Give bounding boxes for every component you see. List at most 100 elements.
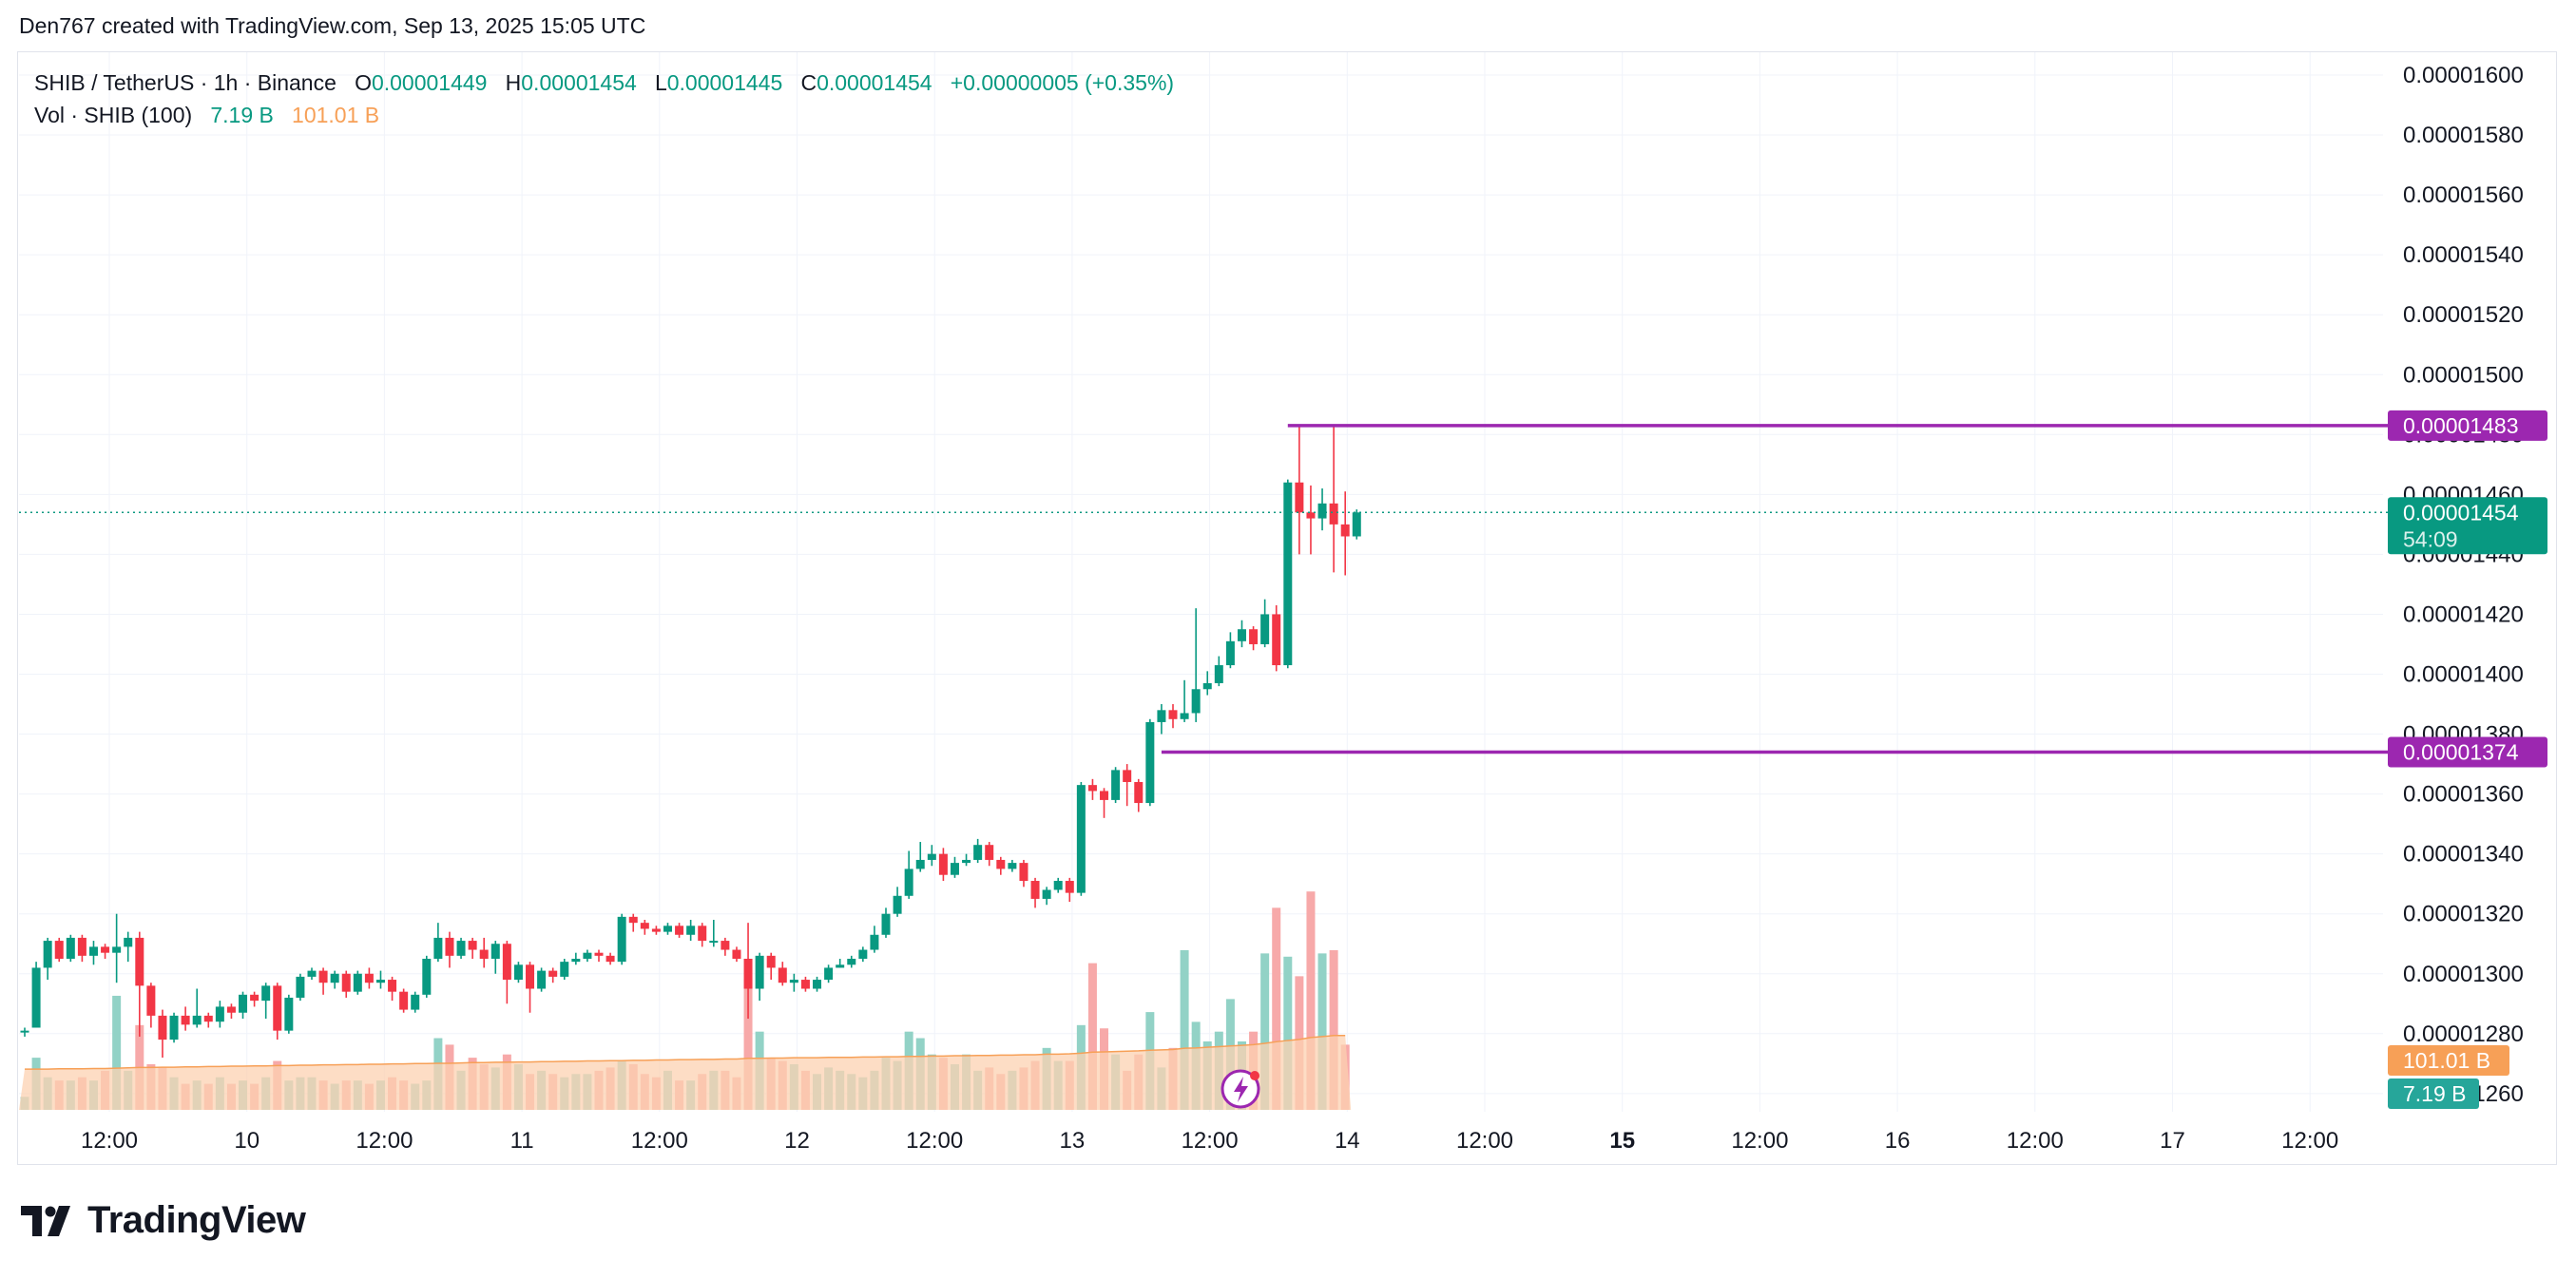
candle-body: [445, 937, 454, 956]
chart-caption: Den767 created with TradingView.com, Sep…: [19, 13, 646, 38]
candle: [1202, 671, 1212, 696]
candle: [101, 944, 110, 959]
candle: [364, 967, 374, 989]
candle-body: [375, 980, 385, 983]
candle-body: [686, 926, 696, 935]
volume-bar: [1180, 949, 1189, 1110]
candle-body: [422, 958, 432, 995]
last-price-label: 0.00001454: [2403, 500, 2519, 525]
candle: [77, 934, 87, 963]
candle-body: [330, 973, 339, 983]
candle: [1295, 425, 1304, 555]
volume-tag: 7.19 B: [2388, 1079, 2479, 1109]
volume-ma-tag-bg: [2388, 1045, 2509, 1076]
volume-bar: [1306, 891, 1316, 1110]
candle-body: [985, 845, 994, 860]
candle: [1111, 767, 1121, 804]
price-tick-label: 0.00001300: [2403, 962, 2524, 987]
time-tick-label: 12:00: [356, 1128, 413, 1154]
legend-volume-value: 7.19 B: [210, 103, 274, 127]
price-tick-label: 0.00001400: [2403, 662, 2524, 688]
level-price-tag: 0.00001483: [2388, 410, 2547, 441]
price-tick-label: 0.00001340: [2403, 842, 2524, 868]
candle: [548, 967, 558, 983]
volume-tag-bg: [2388, 1079, 2479, 1109]
candle: [1100, 788, 1109, 818]
volume-bar: [743, 979, 753, 1110]
candle-body: [1260, 614, 1270, 644]
candle: [663, 923, 672, 935]
volume-bar: [1087, 963, 1097, 1110]
time-tick-label: 12:00: [81, 1128, 138, 1154]
candle-body: [927, 853, 936, 860]
time-tick-label: 10: [234, 1128, 260, 1154]
tradingview-logo[interactable]: TradingView: [21, 1199, 306, 1242]
volume-ma-tag: 101.01 B: [2388, 1045, 2509, 1076]
candle: [66, 934, 75, 963]
candle: [628, 913, 638, 932]
candle: [858, 946, 868, 963]
candle-body: [1225, 640, 1235, 666]
candle-body: [192, 1015, 202, 1025]
candle: [1225, 632, 1235, 669]
candle-body: [1329, 503, 1338, 525]
candle-body: [732, 949, 741, 959]
price-tick-label: 0.00001560: [2403, 182, 2524, 208]
candle-body: [973, 845, 983, 860]
candle: [353, 970, 362, 995]
legend-open-label: O: [355, 70, 372, 95]
volume-bar: [1260, 953, 1270, 1110]
candle: [1260, 599, 1270, 648]
candle: [721, 937, 730, 956]
time-tick-label: 15: [1609, 1128, 1635, 1154]
candle: [513, 962, 523, 983]
level-tag-bg: [2388, 410, 2547, 441]
candle: [1168, 704, 1178, 729]
time-tick-label: 12:00: [2281, 1128, 2338, 1154]
legend-volume-label[interactable]: Vol · SHIB (100): [34, 103, 193, 127]
candle-body: [20, 1030, 29, 1033]
candle: [318, 967, 328, 995]
candle: [950, 856, 959, 878]
candle-body: [296, 976, 305, 998]
price-tick-label: 0.00001320: [2403, 902, 2524, 927]
legend-low-label: L: [654, 70, 667, 95]
candle-body: [824, 967, 834, 981]
time-tick-label: 12:00: [1731, 1128, 1788, 1154]
horizontal-levels: [19, 424, 2388, 754]
tradingview-logo-text: TradingView: [87, 1199, 306, 1241]
level-tag-label: 0.00001374: [2403, 739, 2519, 764]
volume-bar: [112, 995, 122, 1110]
candle-body: [1111, 770, 1121, 800]
price-tick-label: 0.00001360: [2403, 782, 2524, 808]
candle: [1283, 479, 1293, 669]
candle-body: [1123, 770, 1132, 782]
lightning-icon-bolt: [1234, 1077, 1248, 1102]
candle: [1042, 887, 1051, 906]
candle: [881, 907, 891, 938]
volume-ma-tag-label: 101.01 B: [2403, 1048, 2490, 1073]
candle: [675, 923, 684, 938]
candle-body: [1008, 863, 1017, 869]
candle-body: [1157, 710, 1166, 722]
candle-body: [364, 973, 374, 983]
legend-symbol[interactable]: SHIB / TetherUS · 1h · Binance: [34, 70, 336, 95]
candle: [388, 976, 397, 1002]
candle-body: [789, 980, 798, 983]
candle: [1065, 877, 1074, 903]
candle: [526, 962, 535, 1013]
candle-body: [1340, 524, 1350, 537]
time-tick-label: 12:00: [2007, 1128, 2064, 1154]
candle-body: [1202, 682, 1212, 690]
volume-ma-line: [25, 1035, 1346, 1070]
price-tick-label: 0.00001600: [2403, 63, 2524, 88]
candle: [537, 967, 547, 992]
candle-body: [502, 944, 511, 981]
candle-body: [479, 949, 489, 959]
lightning-icon: [1221, 1069, 1260, 1109]
candle-body: [468, 941, 477, 950]
candle: [1249, 626, 1259, 651]
candle-body: [766, 955, 776, 968]
volume-ma-area: [19, 1035, 1352, 1110]
